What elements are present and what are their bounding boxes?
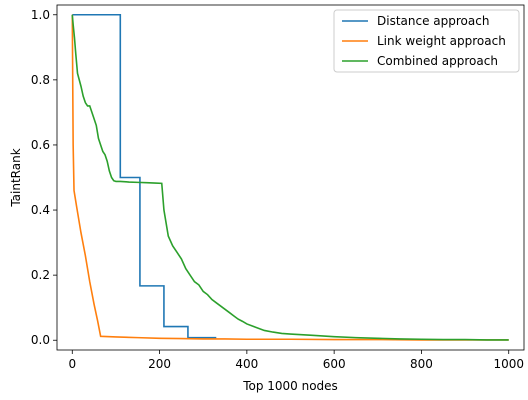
legend-label-1: Distance approach bbox=[377, 14, 489, 28]
series-line-3 bbox=[71, 14, 509, 341]
x-tick-label: 600 bbox=[323, 357, 346, 371]
x-axis: 0 200 400 600 800 1000 bbox=[68, 350, 524, 371]
legend-box bbox=[333, 9, 520, 73]
legend-label-2: Link weight approach bbox=[377, 34, 506, 48]
y-tick-label: 0.0 bbox=[31, 333, 50, 347]
series-line-1 bbox=[72, 13, 217, 339]
y-tick-label: 0.4 bbox=[31, 203, 50, 217]
legend: Distance approach Link weight approach Com… bbox=[333, 9, 520, 73]
series-layer bbox=[71, 13, 509, 341]
x-tick-label: 200 bbox=[148, 357, 171, 371]
y-tick-label: 0.8 bbox=[31, 73, 50, 87]
legend-label-3: Combined approach bbox=[377, 54, 498, 68]
y-tick-label: 1.0 bbox=[31, 8, 50, 22]
y-axis-label: TaintRank bbox=[9, 148, 23, 207]
x-tick-label: 400 bbox=[235, 357, 258, 371]
y-axis: 0.0 0.2 0.4 0.6 0.8 1.0 bbox=[31, 8, 57, 347]
x-tick-label: 800 bbox=[410, 357, 433, 371]
x-tick-label: 1000 bbox=[493, 357, 524, 371]
y-tick-label: 0.2 bbox=[31, 268, 50, 282]
y-tick-label: 0.6 bbox=[31, 138, 50, 152]
plot-frame bbox=[56, 4, 525, 351]
x-axis-label: Top 1000 nodes bbox=[242, 379, 338, 393]
series-line-2 bbox=[71, 14, 509, 341]
x-tick-label: 0 bbox=[68, 357, 76, 371]
